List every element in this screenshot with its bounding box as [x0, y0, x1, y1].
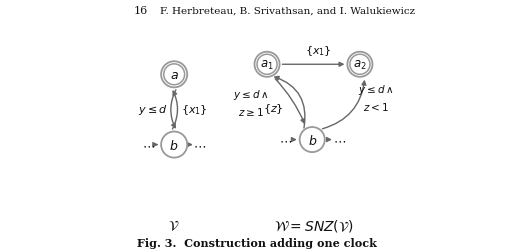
Circle shape [161, 132, 187, 158]
Text: F. Herbreteau, B. Srivathsan, and I. Walukiewicz: F. Herbreteau, B. Srivathsan, and I. Wal… [159, 6, 415, 15]
Text: $y \leq d \wedge$
$z < 1$: $y \leq d \wedge$ $z < 1$ [358, 82, 394, 112]
Circle shape [254, 52, 280, 78]
Text: $b$: $b$ [170, 138, 179, 152]
Text: $\mathcal{W} = SNZ(\mathcal{V})$: $\mathcal{W} = SNZ(\mathcal{V})$ [274, 217, 353, 233]
Circle shape [161, 62, 187, 88]
Text: $\{z\}$: $\{z\}$ [263, 102, 284, 116]
Text: $b$: $b$ [307, 133, 317, 147]
Text: $\cdots$: $\cdots$ [279, 134, 291, 146]
Text: $a_2$: $a_2$ [353, 58, 366, 71]
Text: $a$: $a$ [170, 68, 178, 82]
Text: $\{x_1\}$: $\{x_1\}$ [181, 103, 208, 117]
Text: $a_1$: $a_1$ [260, 58, 274, 71]
Text: $\mathcal{V}$: $\mathcal{V}$ [169, 218, 180, 232]
Text: $\cdots$: $\cdots$ [193, 138, 207, 151]
Text: $\cdots$: $\cdots$ [142, 138, 155, 151]
Text: Fig. 3.  Construction adding one clock: Fig. 3. Construction adding one clock [137, 237, 377, 248]
Text: $y \leq d$: $y \leq d$ [138, 103, 168, 117]
Text: $\{x_1\}$: $\{x_1\}$ [305, 44, 332, 58]
Text: $\cdots$: $\cdots$ [333, 134, 346, 146]
Text: $y \leq d \wedge$
$z \geq 1$: $y \leq d \wedge$ $z \geq 1$ [233, 88, 269, 118]
Circle shape [347, 52, 373, 78]
Circle shape [300, 128, 325, 152]
Text: 16: 16 [134, 6, 148, 16]
